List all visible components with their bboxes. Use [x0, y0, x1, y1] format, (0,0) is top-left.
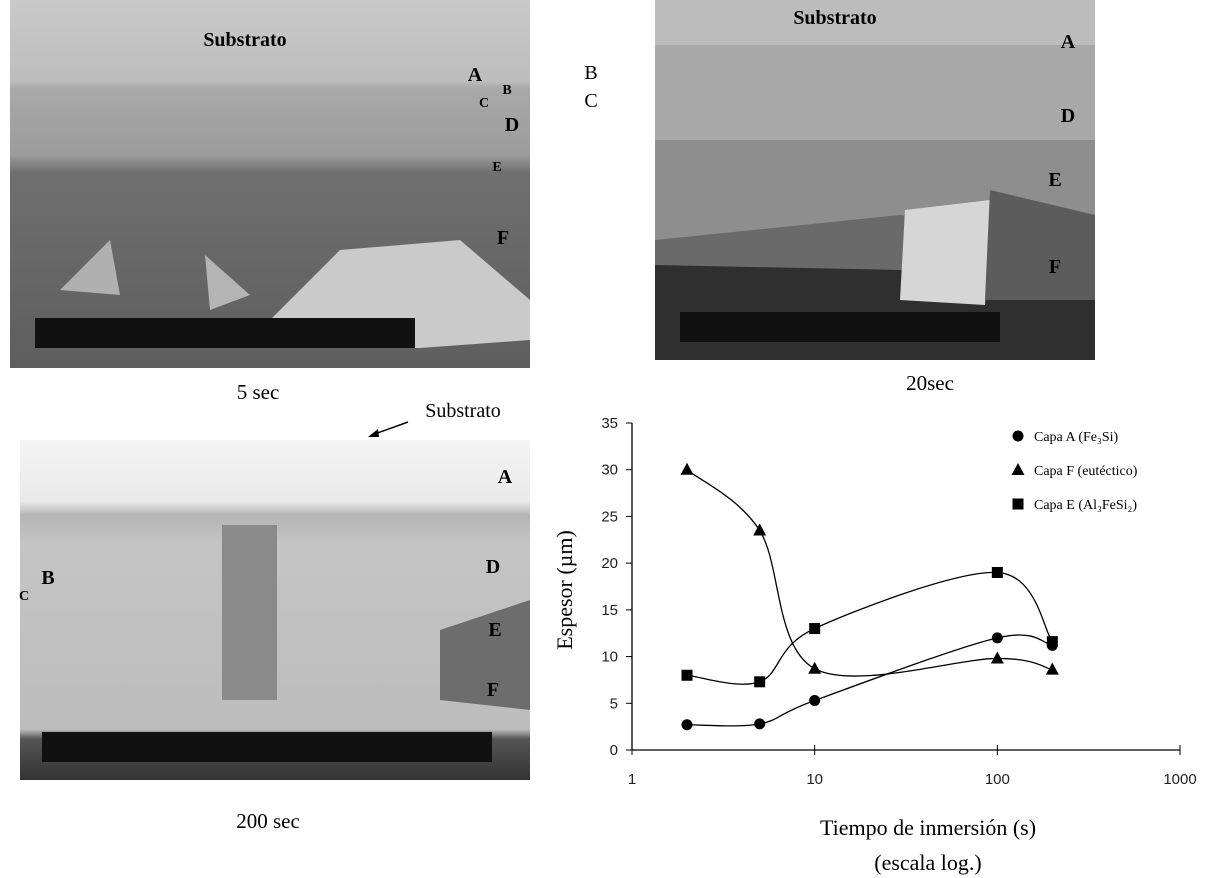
x-axis-title: Tiempo de inmersión (s) — [820, 815, 1036, 840]
point — [754, 676, 765, 687]
label: C — [479, 96, 489, 111]
x-tick-label: 1000 — [1163, 771, 1196, 788]
x-tick-label: 100 — [985, 771, 1010, 788]
label: C — [19, 589, 29, 604]
point — [991, 651, 1004, 663]
point — [992, 567, 1003, 578]
label: F — [497, 227, 509, 249]
y-tick-label: 35 — [601, 415, 618, 432]
y-axis-title: Espesor (µm) — [552, 530, 577, 650]
y-tick-label: 5 — [610, 695, 618, 712]
label: B — [502, 83, 511, 98]
label: D — [1061, 105, 1075, 127]
point — [808, 662, 821, 674]
label: E — [492, 160, 501, 175]
micrograph — [10, 0, 530, 368]
y-tick-label: 20 — [601, 555, 618, 572]
series-line — [687, 635, 1052, 726]
point — [681, 670, 692, 681]
legend-label: Capa E (Al₃FeSi₂) — [1034, 498, 1137, 513]
label: F — [1049, 256, 1061, 278]
point — [754, 718, 765, 729]
label: E — [1048, 169, 1061, 191]
arrow-head — [368, 429, 379, 437]
y-tick-label: 0 — [610, 742, 618, 759]
point — [753, 523, 766, 535]
legend-marker — [1012, 463, 1025, 475]
point — [809, 695, 820, 706]
label: C — [584, 90, 597, 112]
point — [1047, 636, 1058, 647]
legend-marker — [1013, 499, 1024, 510]
label: A — [1061, 31, 1076, 53]
label: D — [486, 556, 500, 578]
label: Substrato — [425, 400, 501, 422]
legend-label: Capa A (Fe₃Si) — [1034, 430, 1119, 445]
y-tick-label: 10 — [601, 649, 618, 666]
x-tick-label: 10 — [806, 771, 823, 788]
label: A — [498, 466, 513, 488]
label: Substrato — [203, 29, 286, 51]
x-axis-note: (escala log.) — [874, 850, 982, 875]
point — [681, 719, 692, 730]
legend-label: Capa F (eutéctico) — [1034, 464, 1138, 479]
label: A — [468, 64, 483, 86]
micrograph — [655, 0, 1095, 360]
point — [809, 623, 820, 634]
caption: 5 sec — [237, 380, 280, 404]
label: Substrato — [793, 7, 876, 29]
label: B — [41, 567, 54, 589]
caption: 200 sec — [236, 809, 300, 833]
y-tick-label: 25 — [601, 508, 618, 525]
series-line — [687, 572, 1052, 684]
caption: 20sec — [906, 371, 954, 395]
x-tick-label: 1 — [628, 771, 636, 788]
chart: Espesor (µm) Tiempo de inmersión (s) (es… — [552, 415, 1197, 875]
label: F — [487, 679, 499, 701]
label: D — [505, 114, 519, 136]
y-tick-label: 30 — [601, 462, 618, 479]
label: E — [488, 619, 501, 641]
label: B — [584, 62, 597, 84]
micrograph — [20, 440, 530, 780]
legend-marker — [1013, 431, 1024, 442]
figure: Substrato A B C D E F B C 5 sec Substrat… — [0, 0, 1218, 878]
y-tick-label: 15 — [601, 602, 618, 619]
point — [992, 632, 1003, 643]
point — [680, 463, 693, 475]
